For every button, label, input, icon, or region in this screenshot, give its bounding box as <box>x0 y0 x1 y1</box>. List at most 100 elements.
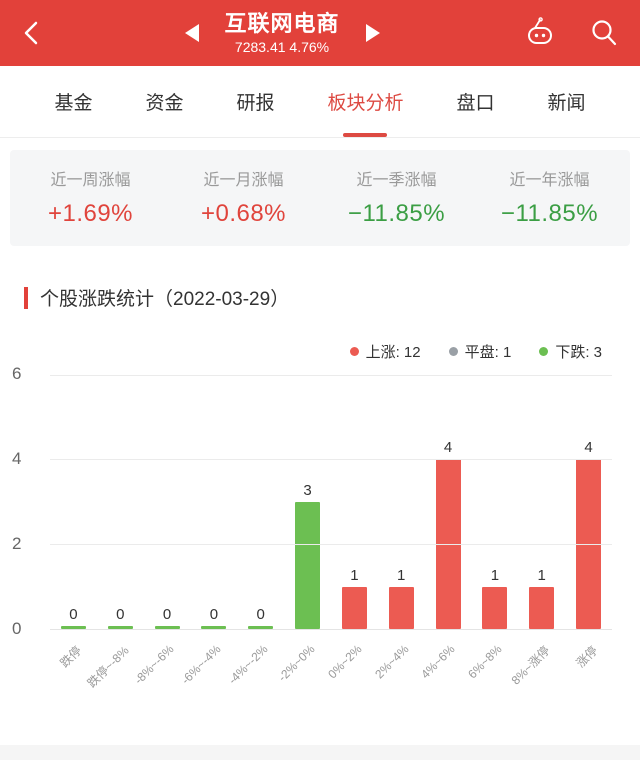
stat-label: 近一年涨幅 <box>509 172 590 189</box>
legend-item-down: 下跌: 3 <box>539 341 602 362</box>
x-axis-cell: 4%~6% <box>419 630 472 718</box>
search-icon <box>592 20 617 46</box>
legend-item-up: 上涨: 12 <box>349 341 421 362</box>
bar-slot: 1 <box>518 376 565 629</box>
bar-slot: 0 <box>50 376 97 629</box>
triangle-left-icon <box>184 24 199 42</box>
y-axis-tick: 0 <box>12 619 22 638</box>
y-axis-tick: 6 <box>12 364 22 383</box>
legend-item-flat: 平盘: 1 <box>448 341 512 362</box>
legend-text: 下跌: 3 <box>555 344 602 361</box>
tab-order-book[interactable]: 盘口 <box>456 66 494 137</box>
bar-slot: 0 <box>237 376 284 629</box>
x-axis-label: 涨停 <box>572 643 600 671</box>
bar <box>341 586 367 629</box>
stat-value: −11.85% <box>500 200 599 227</box>
bar-value-label: 0 <box>69 606 78 623</box>
index-value-change: 7283.41 4.76% <box>234 38 330 55</box>
bar-slot: 1 <box>331 376 378 629</box>
bar <box>248 626 274 629</box>
y-axis-tick: 4 <box>12 449 22 468</box>
footer-strip <box>0 745 640 760</box>
bar-slot: 0 <box>97 376 144 629</box>
legend-text: 平盘: 1 <box>464 344 512 361</box>
search-button[interactable] <box>588 17 620 49</box>
legend-dot-down-icon <box>539 347 549 356</box>
tab-label: 盘口 <box>456 93 495 114</box>
tab-bar: 基金 资金 研报 板块分析 盘口 新闻 <box>0 66 640 138</box>
robot-icon <box>528 17 553 44</box>
bar <box>60 626 86 629</box>
bar-value-label: 4 <box>584 439 593 456</box>
bar-value-label: 1 <box>537 566 546 584</box>
x-axis-cell: 8%~涨停 <box>509 630 565 718</box>
bar <box>529 586 555 629</box>
tab-research[interactable]: 研报 <box>236 66 274 137</box>
bar <box>154 626 180 629</box>
chart-legend: 上涨: 12 平盘: 1 下跌: 3 <box>0 341 602 362</box>
bar-slot: 3 <box>284 376 331 629</box>
tab-label: 新闻 <box>547 93 586 114</box>
stat-month: 近一月涨幅 +0.68% <box>167 166 320 228</box>
bar-slot: 4 <box>425 376 472 629</box>
active-tab-underline <box>343 133 388 137</box>
stat-year: 近一年涨幅 −11.85% <box>473 166 626 228</box>
legend-dot-up-icon <box>349 347 359 356</box>
tab-sector-analysis[interactable]: 板块分析 <box>327 66 404 137</box>
legend-dot-flat-icon <box>448 347 458 356</box>
x-axis-cell: 涨停 <box>565 630 612 718</box>
x-axis-label: 0%~2% <box>324 642 365 682</box>
stats-card: 近一周涨幅 +1.69% 近一月涨幅 +0.68% 近一季涨幅 −11.85% … <box>10 150 630 246</box>
bar-value-label: 4 <box>443 439 453 456</box>
bar-slot: 0 <box>190 376 237 629</box>
tab-funds[interactable]: 基金 <box>54 66 92 137</box>
back-button[interactable] <box>20 18 42 48</box>
tab-news[interactable]: 新闻 <box>547 66 585 137</box>
x-axis-cell: 0%~2% <box>325 630 378 718</box>
gridline <box>50 544 612 545</box>
bar <box>482 586 508 629</box>
bar-value-label: 0 <box>116 606 125 623</box>
stat-label: 近一月涨幅 <box>203 172 284 189</box>
tab-label: 基金 <box>54 93 93 114</box>
prev-sector-button[interactable] <box>184 24 225 42</box>
bar-slot: 0 <box>144 376 191 629</box>
y-axis-tick: 2 <box>12 534 22 553</box>
app-header: 互联网电商 7283.41 4.76% <box>0 0 640 66</box>
bar <box>388 586 414 629</box>
x-axis-cell: 2%~4% <box>372 630 425 718</box>
x-axis-labels: 跌停 跌停~-8% -8%~-6% -6%~-4% -4%~-2% -2%~0% 0%~2%… <box>50 630 612 718</box>
assistant-robot-button[interactable] <box>522 15 558 51</box>
x-axis-label: 跌停 <box>57 643 85 671</box>
bar-value-label: 1 <box>490 566 500 584</box>
tab-label: 资金 <box>145 93 184 114</box>
bar-value-label: 0 <box>209 606 219 623</box>
bar <box>295 501 321 629</box>
section-title: 个股涨跌统计（2022-03-29） <box>40 289 290 310</box>
stat-label: 近一季涨幅 <box>356 172 437 189</box>
page-title: 互联网电商 <box>224 11 340 37</box>
x-axis-label: 6%~8% <box>465 642 505 682</box>
next-sector-button[interactable] <box>340 24 380 42</box>
chart-plot-area: 0 2 4 6 0 0 0 0 0 3 1 1 4 1 1 4 <box>12 365 612 638</box>
bar-value-label: 3 <box>303 481 312 499</box>
tab-label: 研报 <box>236 93 275 114</box>
section-header: 个股涨跌统计（2022-03-29） <box>24 284 640 311</box>
bar-slot: 1 <box>471 376 518 629</box>
bar-value-label: 0 <box>162 606 172 623</box>
bar-slot: 4 <box>565 376 612 629</box>
triangle-right-icon <box>365 24 380 42</box>
bar-chart: 0 2 4 6 0 0 0 0 0 3 1 1 4 1 1 4 跌停 跌停~-8% -8%~-6% -6%~-4% -… <box>10 365 612 718</box>
bar-value-label: 0 <box>256 606 265 623</box>
bar-slot: 1 <box>378 376 425 629</box>
bar <box>201 626 227 629</box>
stat-week: 近一周涨幅 +1.69% <box>14 166 167 228</box>
header-title-block: 互联网电商 7283.41 4.76% <box>225 11 340 54</box>
gridline <box>50 459 612 460</box>
stat-value: −11.85% <box>347 200 446 227</box>
section-accent-bar <box>24 286 28 309</box>
x-axis-label: 2%~4% <box>371 642 412 682</box>
legend-text: 上涨: 12 <box>365 344 421 361</box>
chevron-left-icon <box>24 21 38 45</box>
tab-capital[interactable]: 资金 <box>145 66 183 137</box>
